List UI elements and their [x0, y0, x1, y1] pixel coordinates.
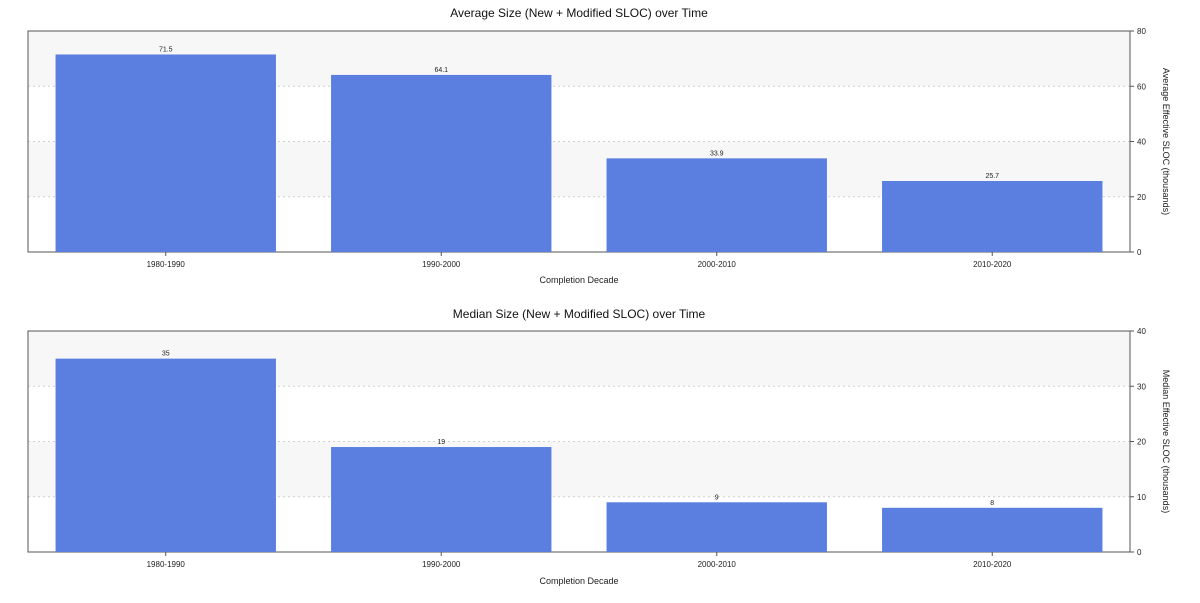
y-tick-label: 10 [1137, 493, 1146, 502]
y-tick-label: 20 [1137, 438, 1146, 447]
bar-1990-2000[interactable] [331, 447, 552, 552]
y-tick-label: 30 [1137, 382, 1146, 391]
y-tick-label: 80 [1137, 27, 1146, 36]
x-tick-label: 2000-2010 [698, 560, 737, 569]
average-size-chart: 71.5 1980-1990 64.1 1990-2000 33.9 2000-2010 2… [27, 6, 1171, 285]
bar-value-label: 9 [715, 494, 719, 501]
bar-value-label: 35 [162, 351, 170, 358]
median-size-chart: 35 1980-1990 19 1990-2000 9 2000-2010 8 2010-20… [27, 307, 1171, 586]
bar-value-label: 25.7 [985, 173, 999, 180]
bar-2010-2020[interactable] [882, 507, 1103, 552]
x-axis-label: Completion Decade [539, 576, 618, 586]
chart-title: Median Size (New + Modified SLOC) over T… [453, 307, 706, 321]
y-tick-label: 20 [1137, 193, 1146, 202]
bar-value-label: 64.1 [434, 67, 448, 74]
bar-1980-1990[interactable] [55, 54, 276, 253]
y-tick-label: 40 [1137, 138, 1146, 147]
bar-2000-2010[interactable] [606, 502, 827, 552]
x-tick-label: 1980-1990 [147, 560, 186, 569]
chart-title: Average Size (New + Modified SLOC) over … [450, 6, 708, 20]
bar-value-label: 8 [990, 500, 994, 507]
x-tick-label: 1990-2000 [422, 560, 461, 569]
x-tick-label: 2010-2020 [973, 560, 1012, 569]
bar-1990-2000[interactable] [331, 74, 552, 252]
bar-value-label: 71.5 [159, 46, 173, 53]
y-axis-label: Median Effective SLOC (thousands) [1161, 370, 1171, 513]
y-axis-label: Average Effective SLOC (thousands) [1161, 68, 1171, 215]
y-tick-label: 40 [1137, 327, 1146, 336]
y-tick-label: 60 [1137, 82, 1146, 91]
x-tick-label: 1980-1990 [147, 260, 186, 269]
x-tick-label: 2010-2020 [973, 260, 1012, 269]
y-tick-label: 0 [1137, 548, 1142, 557]
bar-2010-2020[interactable] [882, 181, 1103, 252]
x-tick-label: 2000-2010 [698, 260, 737, 269]
x-axis-label: Completion Decade [539, 275, 618, 285]
bar-value-label: 19 [437, 439, 445, 446]
y-tick-label: 0 [1137, 248, 1142, 257]
bar-value-label: 33.9 [710, 150, 724, 157]
bar-2000-2010[interactable] [606, 158, 827, 252]
x-tick-label: 1990-2000 [422, 260, 461, 269]
bar-1980-1990[interactable] [55, 358, 276, 552]
